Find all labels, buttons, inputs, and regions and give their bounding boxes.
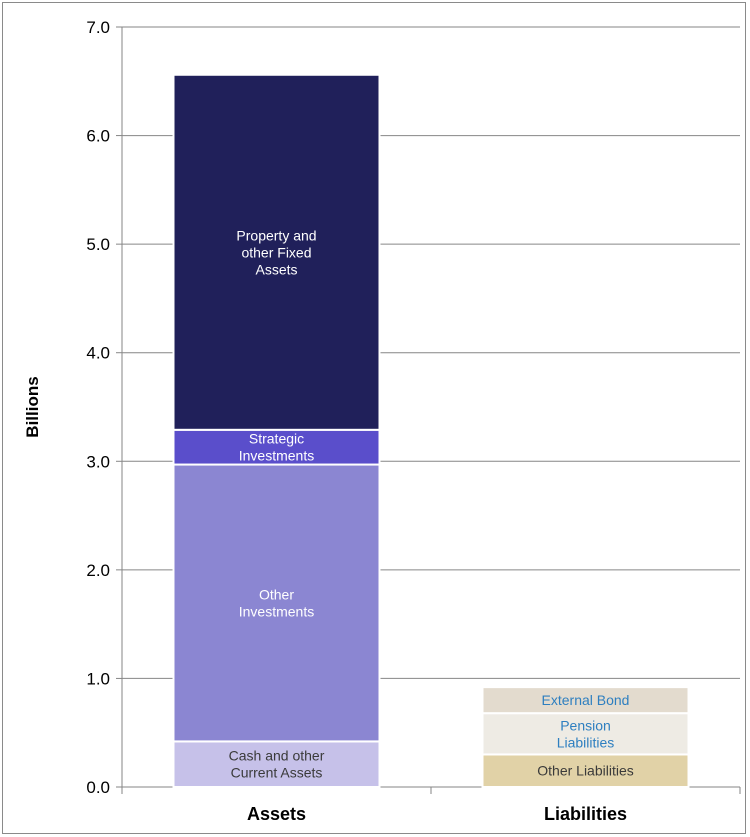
bar-segment (172, 463, 381, 743)
y-tick-label: 1.0 (86, 669, 110, 688)
y-tick-label: 7.0 (86, 18, 110, 37)
bar-segment (172, 73, 381, 431)
segment-label: Cash and other (229, 748, 325, 764)
y-tick-label: 5.0 (86, 235, 110, 254)
segment-label: other Fixed (241, 244, 311, 260)
bar-segment (172, 740, 381, 789)
segment-label: Liabilities (557, 734, 615, 750)
segment-label: Pension (560, 717, 611, 733)
y-tick-labels: 0.0 1.0 2.0 3.0 4.0 5.0 6.0 7.0 (86, 18, 110, 797)
segment-label: Strategic (249, 431, 304, 447)
segment-label: Assets (255, 261, 297, 277)
segment-label: External Bond (542, 692, 630, 708)
y-tick-label: 6.0 (86, 127, 110, 146)
segment-label: Other Liabilities (537, 763, 634, 779)
y-tick-label: 2.0 (86, 561, 110, 580)
y-tick-label: 4.0 (86, 344, 110, 363)
y-axis-title: Billions (23, 376, 42, 437)
x-category-label: Liabilities (544, 804, 627, 824)
segment-label: Investments (239, 448, 314, 464)
segment-label: Other (259, 586, 294, 602)
category-labels: Assets Liabilities (247, 804, 627, 824)
x-category-label: Assets (247, 804, 306, 824)
bar-segment (481, 753, 690, 789)
bar-segment (172, 428, 381, 466)
bar-segment (481, 686, 690, 715)
segment-label: Property and (236, 227, 316, 243)
y-tick-label: 3.0 (86, 452, 110, 471)
segment-label: Investments (239, 603, 314, 619)
bar-segment (481, 712, 690, 756)
segment-label: Current Assets (231, 765, 323, 781)
y-tick-label: 0.0 (86, 778, 110, 797)
